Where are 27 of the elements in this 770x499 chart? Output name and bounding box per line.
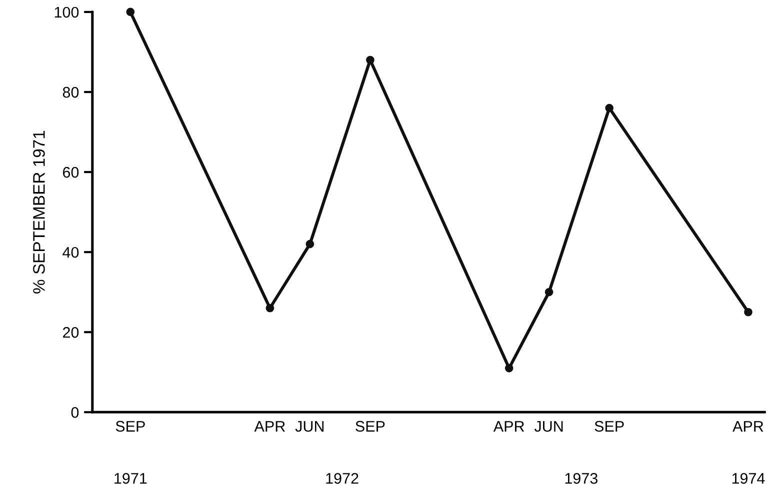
y-tick-label: 20 bbox=[62, 327, 79, 338]
point bbox=[605, 104, 614, 112]
point bbox=[744, 308, 752, 316]
point bbox=[126, 8, 135, 16]
x-tick-label: JUN bbox=[534, 421, 563, 432]
point bbox=[266, 304, 274, 312]
y-tick-label: 40 bbox=[62, 246, 79, 258]
x-tick-label: SEP bbox=[594, 420, 624, 432]
x-tick-label: JUN bbox=[295, 421, 324, 432]
x-tick-label: APR bbox=[254, 421, 285, 432]
y-tick-label: 80 bbox=[62, 86, 79, 98]
point bbox=[306, 240, 314, 248]
y-axis-title: % SEPTEMBER 1971 bbox=[33, 130, 45, 294]
point bbox=[366, 56, 374, 64]
x-tick-label: APR bbox=[493, 421, 524, 432]
y-tick-label: 60 bbox=[62, 166, 79, 178]
x-tick-label: SEP bbox=[356, 420, 385, 432]
y-tick-label: 0 bbox=[71, 407, 79, 418]
x2-tick-label: 1974 bbox=[732, 472, 765, 484]
point bbox=[504, 364, 514, 372]
x2-tick-label: 1971 bbox=[114, 472, 147, 484]
point bbox=[544, 288, 554, 296]
x2-tick-label: 1973 bbox=[565, 472, 598, 484]
x2-tick-label: 1972 bbox=[326, 472, 358, 484]
x-tick-label: SEP bbox=[116, 420, 145, 432]
y-tick-label: 100 bbox=[54, 6, 79, 18]
x-tick-label: APR bbox=[732, 421, 764, 432]
